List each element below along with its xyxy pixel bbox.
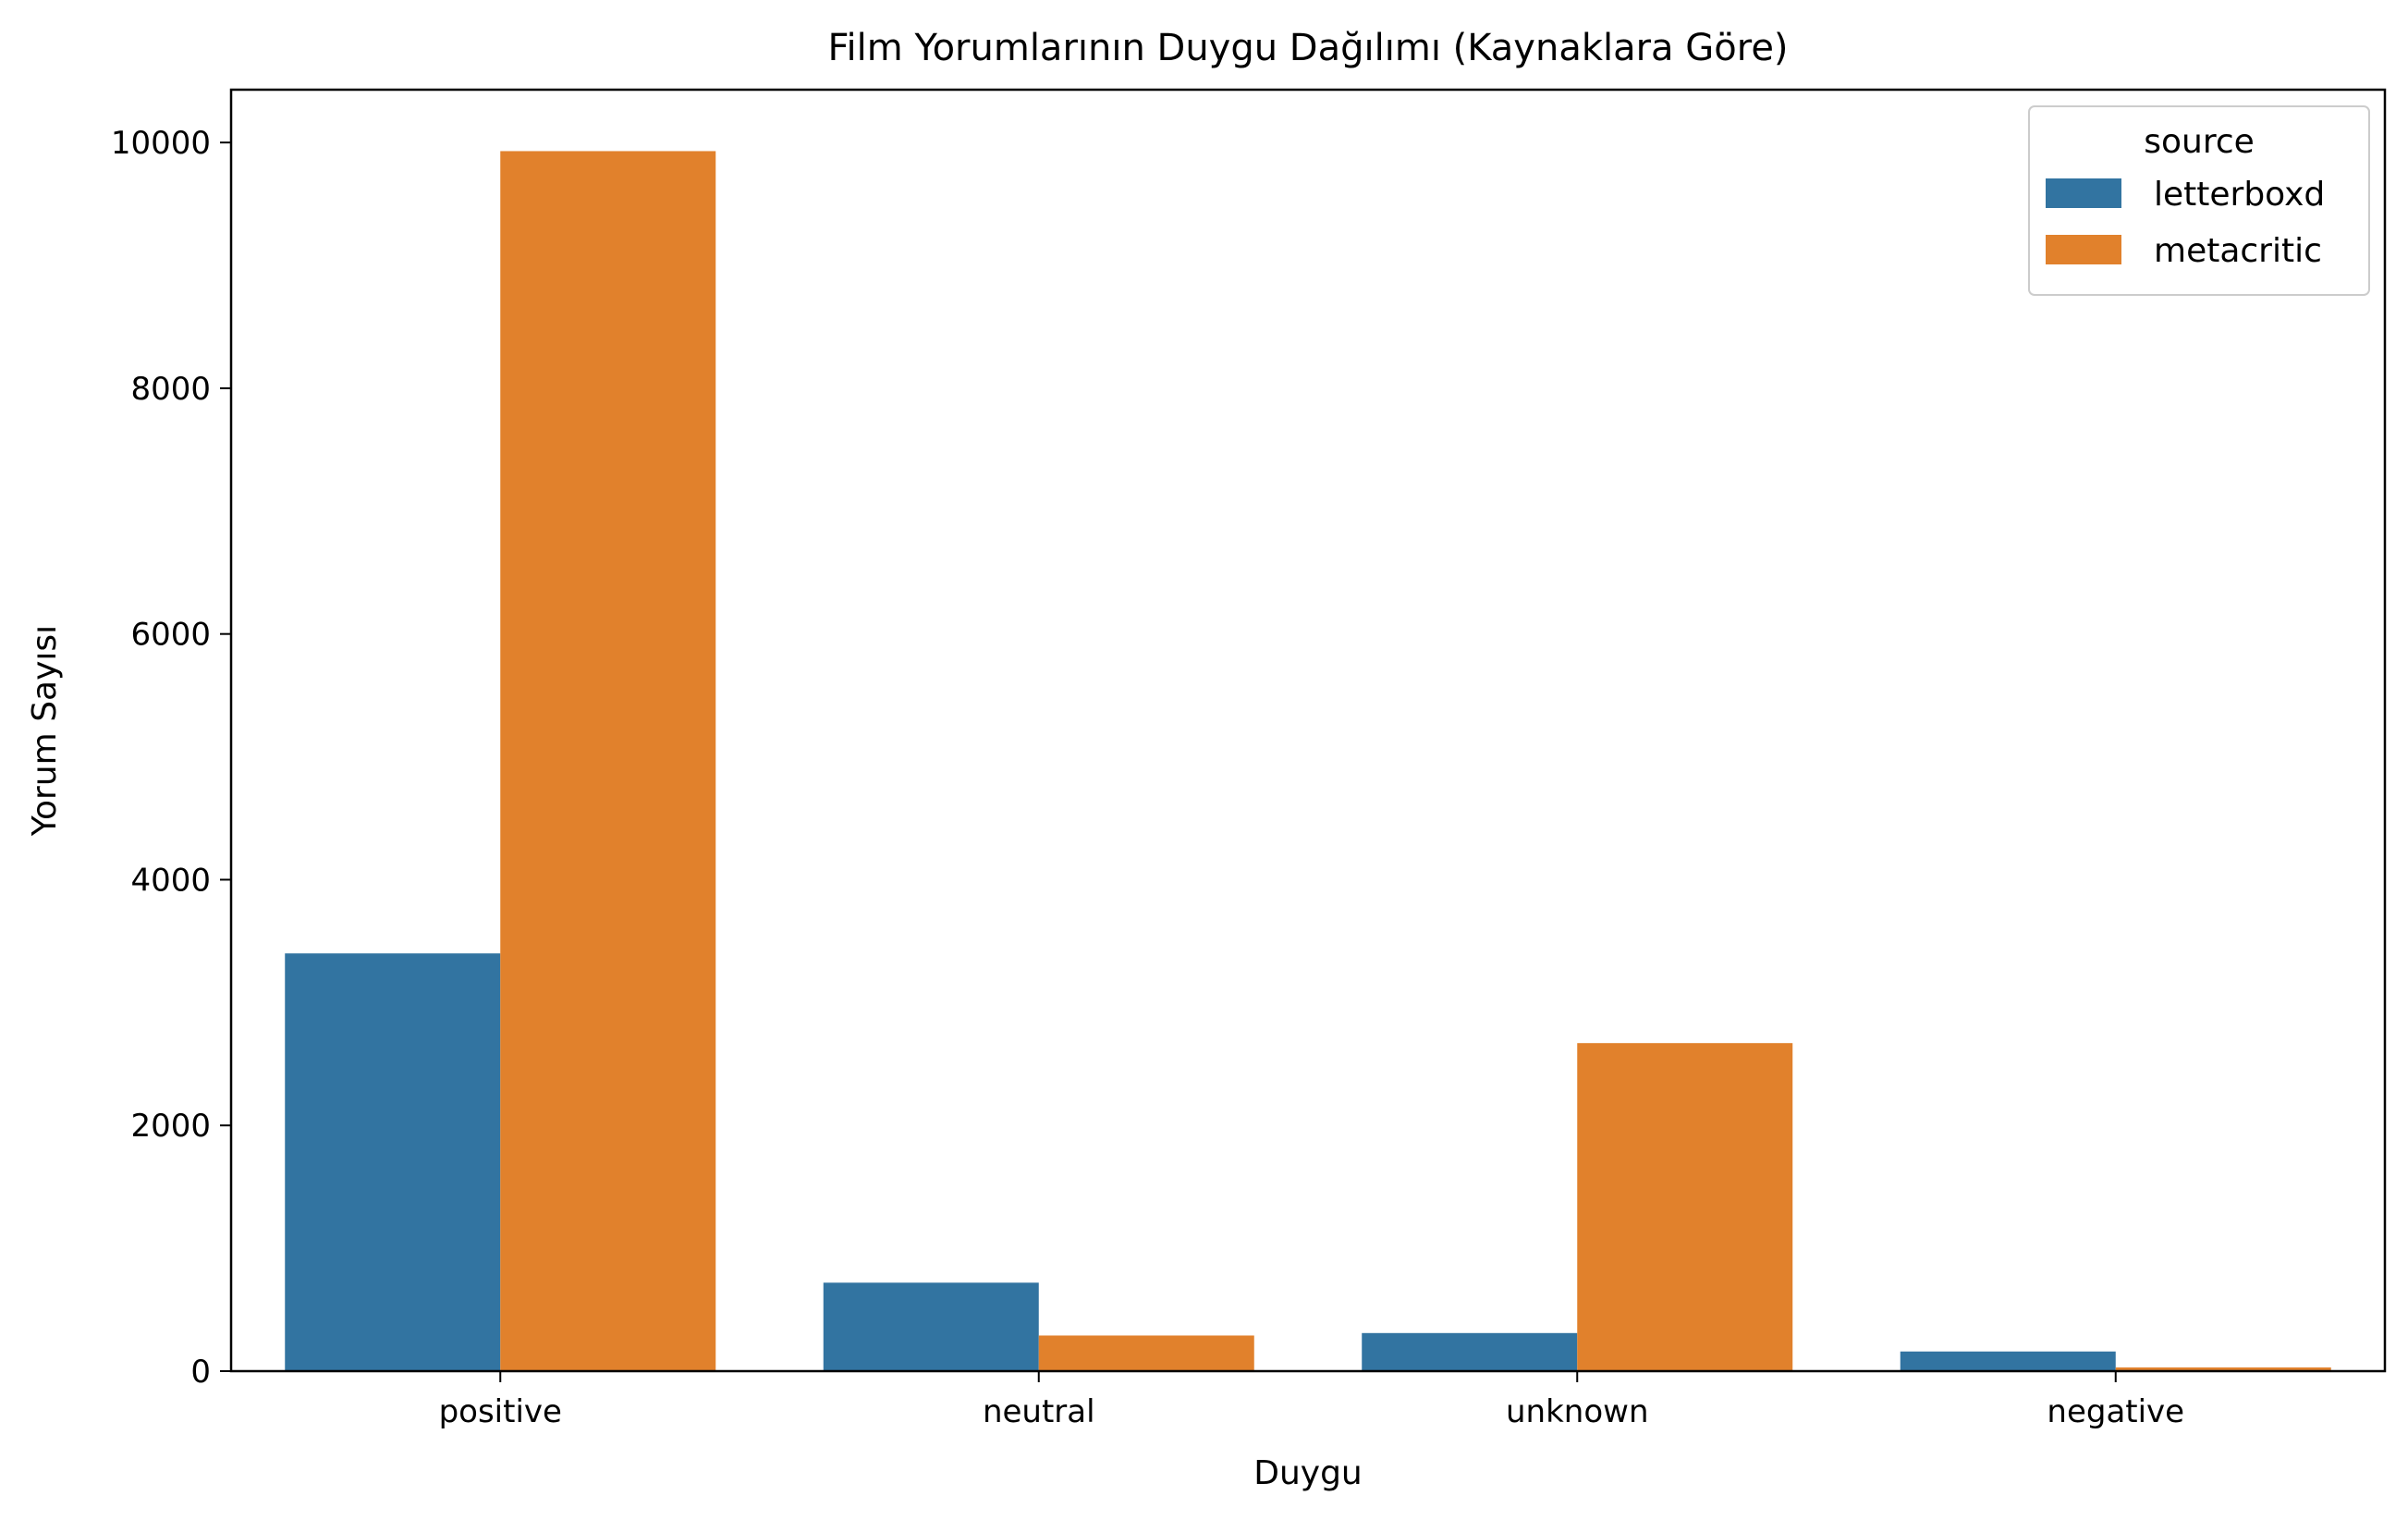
legend-entries: letterboxd metacritic: [2046, 176, 2325, 270]
y-tick-label: 2000: [130, 1108, 211, 1145]
y-tick-label: 8000: [130, 371, 211, 408]
x-tick-label: neutral: [983, 1393, 1095, 1430]
y-tick-label: 6000: [130, 617, 211, 654]
bars-layer: [285, 151, 2331, 1371]
bar-metacritic-positive: [500, 151, 716, 1371]
bar-letterboxd-positive: [285, 953, 501, 1371]
y-tick-label: 4000: [130, 862, 211, 899]
bar-letterboxd-negative: [1900, 1351, 2116, 1371]
bar-letterboxd-neutral: [823, 1282, 1039, 1371]
x-tick-label: negative: [2047, 1393, 2184, 1430]
bar-metacritic-unknown: [1577, 1043, 1793, 1371]
legend-swatch-metacritic: [2046, 235, 2121, 264]
x-tick-label: unknown: [1506, 1393, 1649, 1430]
y-tick-label: 0: [190, 1354, 211, 1391]
legend: source letterboxd metacritic: [2028, 105, 2370, 296]
y-tick-label: 10000: [111, 125, 211, 162]
y-axis-label: Yorum Sayısı: [26, 625, 64, 837]
bar-metacritic-negative: [2115, 1367, 2331, 1371]
legend-swatch-letterboxd: [2046, 178, 2121, 208]
y-axis-ticks: 0 2000 4000 6000 8000 10000: [111, 125, 231, 1391]
bar-metacritic-neutral: [1038, 1335, 1254, 1371]
x-axis-label: Duygu: [1253, 1454, 1363, 1492]
x-tick-label: positive: [439, 1393, 562, 1430]
plot-frame: [229, 88, 2387, 1373]
chart-title: Film Yorumlarının Duygu Dağılımı (Kaynak…: [827, 27, 1788, 69]
bar-letterboxd-unknown: [1362, 1332, 1578, 1371]
legend-title: source: [2144, 123, 2255, 161]
x-axis-ticks: positive neutral unknown negative: [439, 1371, 2184, 1430]
legend-label-letterboxd: letterboxd: [2154, 176, 2325, 214]
legend-label-metacritic: metacritic: [2154, 232, 2322, 270]
